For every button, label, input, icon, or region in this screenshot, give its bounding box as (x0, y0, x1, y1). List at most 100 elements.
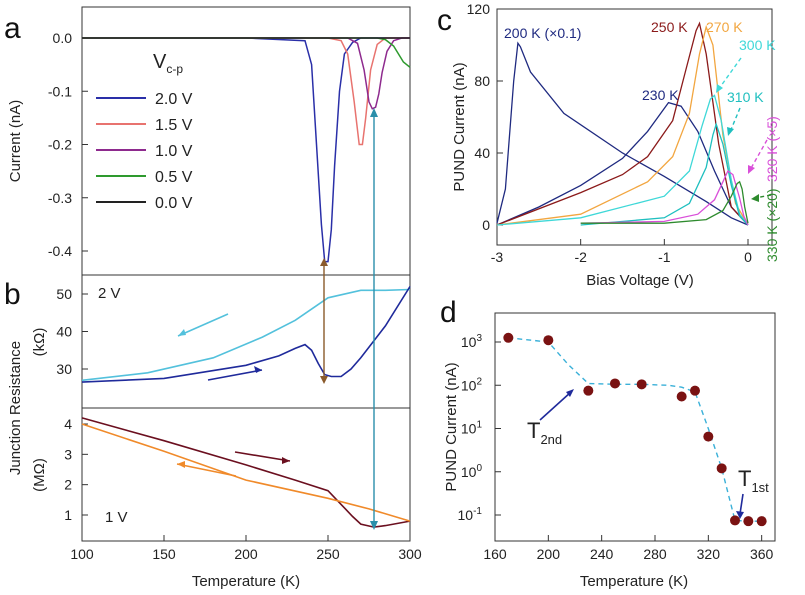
c-xtick-label: -3 (491, 249, 504, 265)
panel-a-ylabel: Current (nA) (7, 100, 24, 183)
d-data-point (743, 516, 754, 527)
legend-label: 0.5 V (155, 169, 193, 186)
cooling-arrowhead-1V (177, 461, 185, 468)
teal-arrowhead-down (370, 521, 378, 530)
label-310K: 310 K (727, 89, 764, 105)
d-ytick-label: 10-1 (458, 506, 483, 523)
arrow-T2nd-head (566, 389, 574, 397)
panel-c-ticks: -3 -2 -1 0 0 40 80 120 (467, 1, 752, 265)
panel-c-frame (496, 8, 773, 246)
c-series-line (496, 24, 749, 226)
c-series-line (496, 41, 749, 226)
panel-b-bottom-ylabel: (MΩ) (31, 458, 48, 492)
annotation-T1st: T1st (738, 466, 769, 495)
b-bottom-ytick-label: 3 (64, 446, 72, 462)
panel-a-y-ticks: 0.0 -0.1 -0.2 -0.3 -0.4 (48, 30, 88, 259)
d-data-point (676, 391, 687, 402)
panel-b-series (81, 286, 411, 528)
pointer-300K (717, 57, 742, 91)
arrow-T1st (739, 493, 744, 515)
b-top-series-line (81, 286, 411, 383)
b-bottom-ytick-label: 1 (64, 507, 72, 523)
cooling-arrowhead-2V (178, 329, 186, 336)
label-230K: 230 K (642, 87, 679, 103)
panel-c: -3 -2 -1 0 0 40 80 120 PUND Current (nA) Bias V… (451, 1, 780, 289)
panel-a: 0.0 -0.1 -0.2 -0.3 -0.4 Current (nA) Vc-p 2.… (7, 6, 411, 276)
panel-d: 160 200 240 280 320 360 103 102 101 100 10-1 PUND … (443, 312, 776, 590)
panel-b-top-frame (81, 274, 411, 409)
panel-a-series (82, 37, 411, 263)
d-data-point (583, 385, 594, 396)
b-bottom-series-line (81, 423, 411, 522)
legend-title: Vc-p (153, 51, 183, 76)
b-bottom-series-line (81, 417, 411, 528)
d-ytick-label: 101 (461, 420, 483, 437)
panel-d-frame (494, 312, 776, 542)
arrow-T2nd (539, 391, 572, 421)
panel-a-legend: Vc-p 2.0 V 1.5 V 1.0 V 0.5 V 0.0 V (96, 51, 193, 212)
brown-arrowhead-up (320, 258, 328, 266)
legend-label: 1.0 V (155, 143, 193, 160)
a-ytick-label: 0.0 (53, 30, 73, 46)
panel-c-ylabel: PUND Current (nA) (451, 62, 468, 191)
teal-arrowhead-up (370, 108, 378, 117)
panel-b-top-ylabel: (kΩ) (31, 328, 48, 357)
label-200K: 200 K (×0.1) (504, 25, 581, 41)
panel-d-ylabel: PUND Current (nA) (443, 362, 460, 491)
d-fit-line (508, 337, 762, 522)
pointer-300K-head (716, 84, 723, 93)
panel-c-series (496, 21, 749, 226)
c-series-line (580, 170, 749, 226)
d-data-point (610, 378, 620, 389)
d-data-point (703, 431, 714, 442)
panel-a-frame (81, 6, 411, 276)
b-xtick-label: 200 (234, 546, 258, 562)
annotation-T2nd: T2nd (527, 418, 562, 447)
panel-d-ticks: 160 200 240 280 320 360 103 102 101 100 10-1 (458, 333, 774, 562)
b-bottom-ytick-label: 2 (64, 477, 72, 493)
label-320K: 320 K (×5) (764, 116, 780, 182)
legend-label: 0.0 V (155, 195, 193, 212)
panel-b-xlabel: Temperature (K) (192, 573, 300, 590)
panel-label-d: d (440, 296, 457, 329)
heating-arrowhead-1V (282, 457, 290, 464)
d-data-point (716, 463, 727, 474)
panel-b-bottom-ticks: 4 3 2 1 100 150 200 250 300 (64, 416, 422, 562)
d-xtick-label: 320 (697, 546, 721, 562)
a-ytick-label: -0.3 (48, 190, 72, 206)
c-series-line (496, 21, 749, 226)
d-data-point (756, 516, 767, 527)
annotation-2V: 2 V (98, 285, 121, 302)
a-series-line (82, 37, 410, 146)
panel-d-xlabel: Temperature (K) (580, 573, 688, 590)
brown-arrowhead-down (320, 376, 328, 384)
panel-d-data (503, 332, 767, 527)
cooling-arrow-2V (177, 313, 229, 337)
d-xtick-label: 280 (643, 546, 667, 562)
panel-b: 50 40 30 4 3 2 1 100 150 200 250 300 Junction Resi… (7, 108, 422, 590)
c-xtick-label: -1 (658, 249, 671, 265)
panel-c-xlabel: Bias Voltage (V) (586, 272, 694, 289)
d-xtick-label: 160 (483, 546, 507, 562)
legend-label: 1.5 V (155, 117, 193, 134)
pointer-320K (749, 139, 768, 171)
panel-b-top-y-ticks: 50 40 30 (56, 286, 88, 377)
heating-arrow-2V (207, 369, 263, 381)
a-series-line (82, 37, 410, 110)
panel-b-bottom-frame (81, 407, 411, 542)
label-330K: 330 K (×20) (764, 188, 780, 262)
panel-label-a: a (4, 12, 21, 45)
c-xtick-label: -2 (574, 249, 587, 265)
d-data-point (730, 515, 740, 526)
c-ytick-label: 0 (482, 217, 490, 233)
arrow-T1st-head (736, 511, 744, 519)
d-ytick-label: 103 (461, 333, 483, 350)
c-ytick-label: 120 (467, 1, 491, 17)
junction-resistance-label: Junction Resistance (7, 341, 24, 475)
a-ytick-label: -0.4 (48, 243, 72, 259)
panel-label-b: b (4, 278, 21, 311)
d-data-point (543, 335, 554, 346)
annotation-1V: 1 V (105, 509, 128, 526)
legend-label: 2.0 V (155, 91, 193, 108)
